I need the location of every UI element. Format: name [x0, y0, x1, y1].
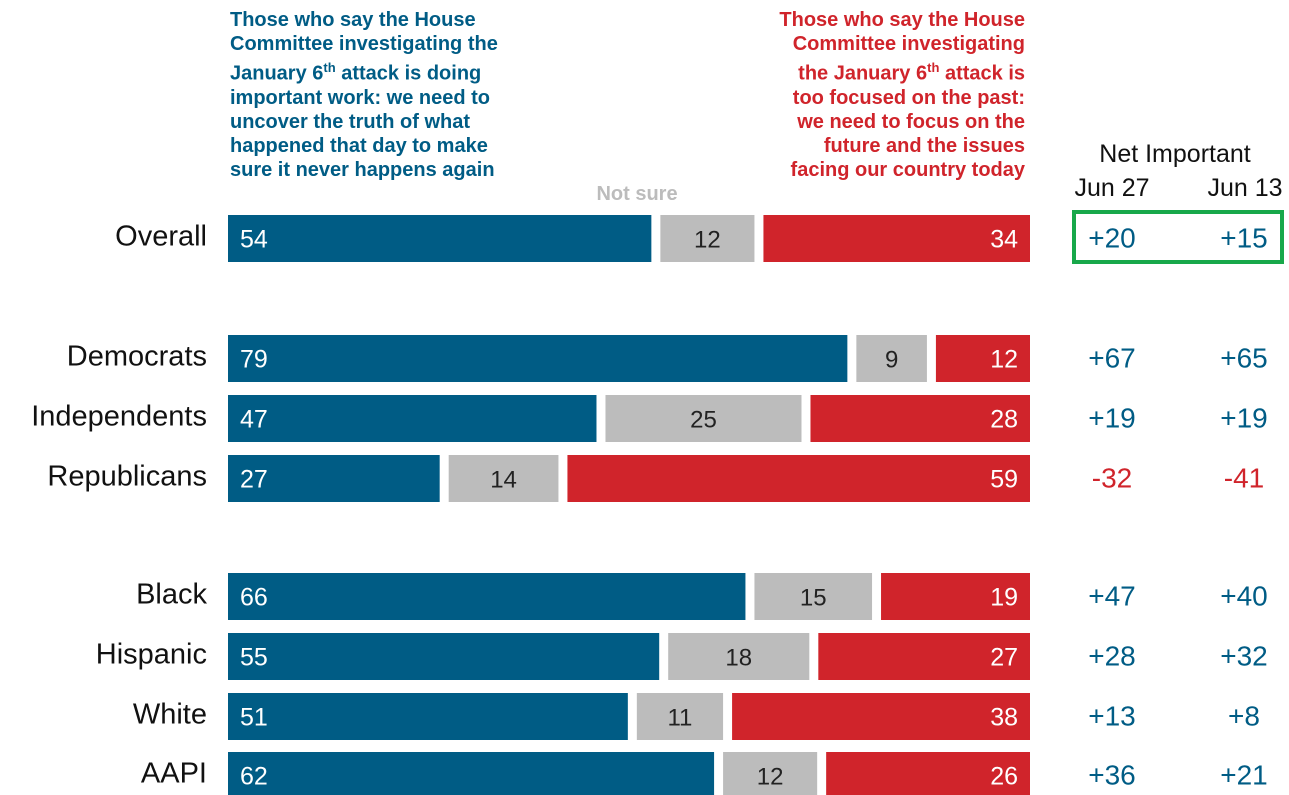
value-important: 47 — [240, 406, 268, 434]
bar-not-sure — [723, 752, 818, 795]
net-column-jun27: Jun 27 — [1074, 174, 1150, 202]
value-important: 55 — [240, 644, 268, 672]
category-label: Black — [136, 579, 207, 611]
header-line: happened that day to make — [230, 134, 488, 157]
header-past: Those who say the House Committee investi… — [700, 8, 1025, 182]
value-past: 12 — [990, 346, 1018, 374]
header-line: Committee investigating the — [230, 33, 498, 55]
header-line: facing our country today — [790, 158, 1025, 181]
value-not-sure: 25 — [690, 407, 717, 434]
header-line: Those who say the House — [779, 9, 1025, 31]
net-value-jun13: +32 — [1220, 641, 1268, 672]
category-label: Hispanic — [96, 639, 207, 671]
net-value-jun13: +21 — [1220, 760, 1268, 791]
bar-past — [810, 395, 1030, 442]
bar-important — [228, 455, 440, 502]
bar-past — [881, 573, 1030, 620]
value-important: 51 — [240, 704, 268, 732]
category-label: AAPI — [141, 758, 207, 790]
header-line: too focused on the past: — [792, 86, 1025, 109]
value-past: 19 — [990, 584, 1018, 612]
net-value-jun27: +20 — [1088, 223, 1136, 254]
value-not-sure: 15 — [800, 585, 827, 612]
category-label: Republicans — [47, 461, 207, 493]
net-value-jun27: +13 — [1088, 701, 1136, 732]
net-value-jun27: +28 — [1088, 641, 1136, 672]
net-value-jun27: +47 — [1088, 581, 1136, 612]
header-line: January 6th attack is doing — [230, 60, 482, 85]
bar-important — [228, 693, 628, 740]
bar-important — [228, 752, 715, 795]
net-value-jun27: +36 — [1088, 760, 1136, 791]
net-value-jun13: +8 — [1228, 701, 1260, 732]
bar-important — [228, 633, 660, 680]
bar-past — [567, 455, 1030, 502]
value-past: 26 — [990, 763, 1018, 791]
bar-not-sure — [668, 633, 810, 680]
net-value-jun13: -41 — [1224, 463, 1264, 494]
header-line: sure it never happens again — [230, 158, 495, 181]
value-past: 34 — [990, 226, 1018, 254]
bar-past — [818, 633, 1030, 680]
value-past: 28 — [990, 406, 1018, 434]
category-label: Independents — [31, 401, 207, 433]
value-important: 79 — [240, 346, 268, 374]
net-value-jun27: -32 — [1092, 463, 1132, 494]
header-line: Committee investigating — [792, 33, 1025, 55]
category-label: Overall — [115, 221, 207, 253]
value-past: 27 — [990, 644, 1018, 672]
net-value-jun13: +19 — [1220, 403, 1268, 434]
bar-important — [228, 573, 746, 620]
bar-past — [935, 335, 1030, 382]
header-line: we need to focus on the — [797, 110, 1025, 133]
bar-not-sure — [660, 215, 755, 262]
net-value-jun27: +19 — [1088, 403, 1136, 434]
header-line: uncover the truth of what — [230, 110, 470, 133]
bar-not-sure — [605, 395, 802, 442]
bar-not-sure — [636, 693, 724, 740]
bar-past — [732, 693, 1030, 740]
bar-not-sure — [856, 335, 927, 382]
value-not-sure: 12 — [757, 764, 784, 791]
value-important: 54 — [240, 226, 268, 254]
value-past: 59 — [990, 466, 1018, 494]
net-important-title: Net Important — [1099, 140, 1251, 168]
bar-important — [228, 395, 597, 442]
header-line: the January 6th attack is — [798, 60, 1025, 85]
value-not-sure: 14 — [490, 467, 517, 494]
net-value-jun13: +15 — [1220, 223, 1268, 254]
value-important: 66 — [240, 584, 268, 612]
header-line: Those who say the House — [230, 9, 476, 31]
value-not-sure: 18 — [725, 645, 752, 672]
net-value-jun13: +65 — [1220, 343, 1268, 374]
bar-not-sure — [754, 573, 873, 620]
net-value-jun13: +40 — [1220, 581, 1268, 612]
header-not-sure: Not sure — [596, 183, 678, 205]
bar-past — [826, 752, 1030, 795]
bar-important — [228, 215, 652, 262]
net-value-jun27: +67 — [1088, 343, 1136, 374]
value-not-sure: 9 — [885, 347, 898, 374]
bar-not-sure — [448, 455, 559, 502]
value-not-sure: 12 — [694, 227, 721, 254]
value-important: 62 — [240, 763, 268, 791]
bar-past — [763, 215, 1030, 262]
bar-important — [228, 335, 848, 382]
value-important: 27 — [240, 466, 268, 494]
value-not-sure: 11 — [667, 705, 692, 732]
category-label: White — [133, 699, 207, 731]
category-label: Democrats — [67, 341, 207, 373]
value-past: 38 — [990, 704, 1018, 732]
header-important: Those who say the House Committee investi… — [230, 8, 550, 182]
header-line: important work: we need to — [230, 86, 491, 109]
header-line: future and the issues — [823, 134, 1025, 157]
net-column-jun13: Jun 13 — [1207, 174, 1283, 202]
overall-highlight-box — [1072, 210, 1284, 264]
